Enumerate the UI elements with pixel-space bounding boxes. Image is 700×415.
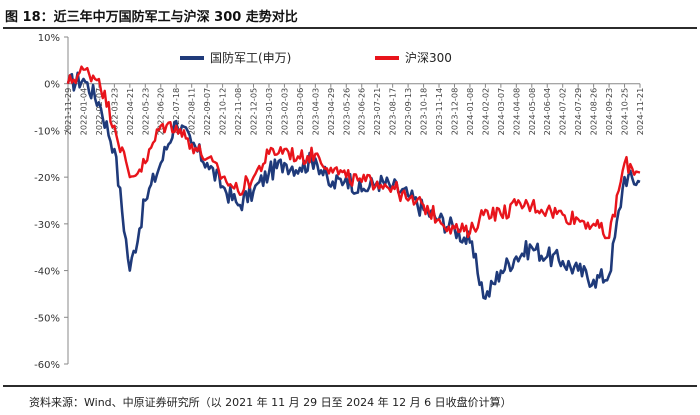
y-tick-label: -30% — [34, 220, 60, 231]
x-tick-label: 2023-06-26 — [357, 88, 367, 136]
x-tick-label: 2024-08-26 — [589, 88, 599, 136]
y-tick-label: 10% — [38, 33, 60, 44]
x-tick-label: 2023-12-08 — [449, 88, 459, 136]
y-tick-label: 0% — [44, 80, 60, 91]
x-tick-label: 2023-09-13 — [403, 88, 413, 136]
x-tick-label: 2023-01-03 — [264, 88, 274, 136]
source-note: 资料来源：Wind、中原证券研究所（以 2021 年 11 月 29 日至 20… — [29, 394, 512, 410]
x-tick-label: 2023-03-06 — [295, 88, 305, 136]
x-tick-label: 2024-06-04 — [542, 88, 552, 136]
y-tick-label: -50% — [34, 313, 60, 324]
x-tick-label: 2022-11-08 — [233, 88, 243, 136]
x-tick-label: 2022-10-12 — [218, 88, 228, 136]
legend-label: 国防军工(申万) — [210, 50, 291, 65]
x-tick-label: 2023-11-14 — [434, 88, 444, 136]
x-tick-label: 2022-04-21 — [125, 88, 135, 136]
x-tick-label: 2024-07-02 — [558, 88, 568, 136]
x-tick-label: 2022-05-23 — [140, 88, 150, 136]
x-tick-label: 2023-10-18 — [419, 88, 429, 136]
series-line-hs300 — [68, 67, 640, 239]
x-tick-label: 2022-09-07 — [202, 88, 212, 136]
y-tick-label: -20% — [34, 173, 60, 184]
figure-title: 图 18：近三年中万国防军工与沪深 300 走势对比 — [5, 6, 298, 25]
y-tick-label: -60% — [34, 360, 60, 371]
x-tick-label: 2022-12-05 — [249, 88, 259, 136]
figure-title-bar: 图 18：近三年中万国防军工与沪深 300 走势对比 — [3, 3, 697, 29]
x-tick-label: 2024-03-07 — [496, 88, 506, 136]
y-tick-label: -40% — [34, 267, 60, 278]
figure-footer: 资料来源：Wind、中原证券研究所（以 2021 年 11 月 29 日至 20… — [3, 385, 697, 415]
series-line-defense — [68, 73, 640, 299]
y-tick-label: -10% — [34, 126, 60, 137]
x-tick-label: 2021-11-29 — [63, 88, 73, 136]
x-tick-label: 2024-07-29 — [573, 88, 583, 136]
x-tick-label: 2024-02-02 — [480, 88, 490, 136]
x-tick-label: 2024-05-08 — [527, 88, 537, 136]
x-tick-label: 2023-04-03 — [310, 88, 320, 136]
x-tick-label: 2024-01-08 — [465, 88, 475, 136]
x-tick-label: 2023-05-26 — [341, 88, 351, 136]
legend-label: 沪深300 — [405, 51, 452, 65]
x-tick-label: 2023-08-17 — [388, 88, 398, 136]
x-tick-label: 2024-11-21 — [635, 88, 645, 136]
x-tick-label: 2024-10-25 — [620, 88, 630, 136]
line-chart: 10% 0% -10% -20% -30% -40% -50% -60% 2021-11-29 2… — [0, 28, 700, 388]
x-tick-label: 2024-09-23 — [604, 88, 614, 136]
x-tick-label: 2023-02-03 — [279, 88, 289, 136]
x-tick-label: 2022-01-04 — [78, 88, 88, 136]
x-tick-label: 2023-04-29 — [326, 88, 336, 136]
x-tick-label: 2024-04-08 — [511, 88, 521, 136]
x-tick-label: 2023-07-21 — [372, 88, 382, 136]
chart-area: 10% 0% -10% -20% -30% -40% -50% -60% 2021-11-29 2… — [0, 28, 700, 388]
x-tick-label: 2022-08-11 — [187, 88, 197, 136]
